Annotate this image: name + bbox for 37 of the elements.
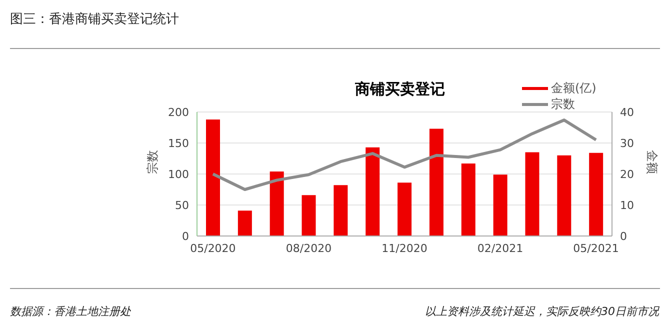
bar <box>525 152 540 236</box>
y-tick-label: 100 <box>168 168 189 181</box>
bar <box>429 128 444 236</box>
y-tick-label: 150 <box>168 136 189 150</box>
y2-tick-label: 0 <box>620 230 627 243</box>
bar <box>302 195 316 236</box>
bar <box>461 163 476 236</box>
bar <box>334 185 348 236</box>
chart-subtitle: 商铺买卖登记 <box>354 80 446 99</box>
x-tick-label: 05/2021 <box>573 242 619 255</box>
text: 以上资料涉及统计延迟，实际反映约30日前市况 <box>425 304 659 319</box>
text: 数据源：香港土地注册处 <box>10 304 131 319</box>
y2-tick-label: 30 <box>620 136 634 150</box>
x-tick-label: 08/2020 <box>286 242 332 255</box>
y2-axis-title: 金额 <box>644 150 659 174</box>
y-tick-label: 50 <box>175 198 189 212</box>
bar <box>238 210 252 236</box>
legend-label: 宗数 <box>551 96 575 112</box>
bar <box>366 147 380 236</box>
bar <box>398 182 412 236</box>
y2-tick-label: 10 <box>620 198 634 212</box>
y2-tick-label: 40 <box>620 106 634 119</box>
y2-tick-label: 20 <box>620 168 634 181</box>
y-tick-label: 0 <box>182 230 189 243</box>
bar <box>589 152 604 236</box>
x-tick-label: 11/2020 <box>382 242 428 255</box>
x-tick-label: 02/2021 <box>477 242 524 255</box>
legend-label: 金额(亿) <box>551 80 596 96</box>
bar <box>557 155 572 236</box>
line-series <box>211 118 598 191</box>
bar <box>206 119 220 236</box>
y-axis-title: 宗数 <box>145 150 160 174</box>
y-tick-label: 200 <box>168 106 189 119</box>
bar <box>493 174 508 236</box>
x-tick-label: 05/2020 <box>190 242 236 255</box>
bar <box>270 172 284 236</box>
chart-title: 图三：香港商铺买卖登记统计 <box>10 11 179 28</box>
